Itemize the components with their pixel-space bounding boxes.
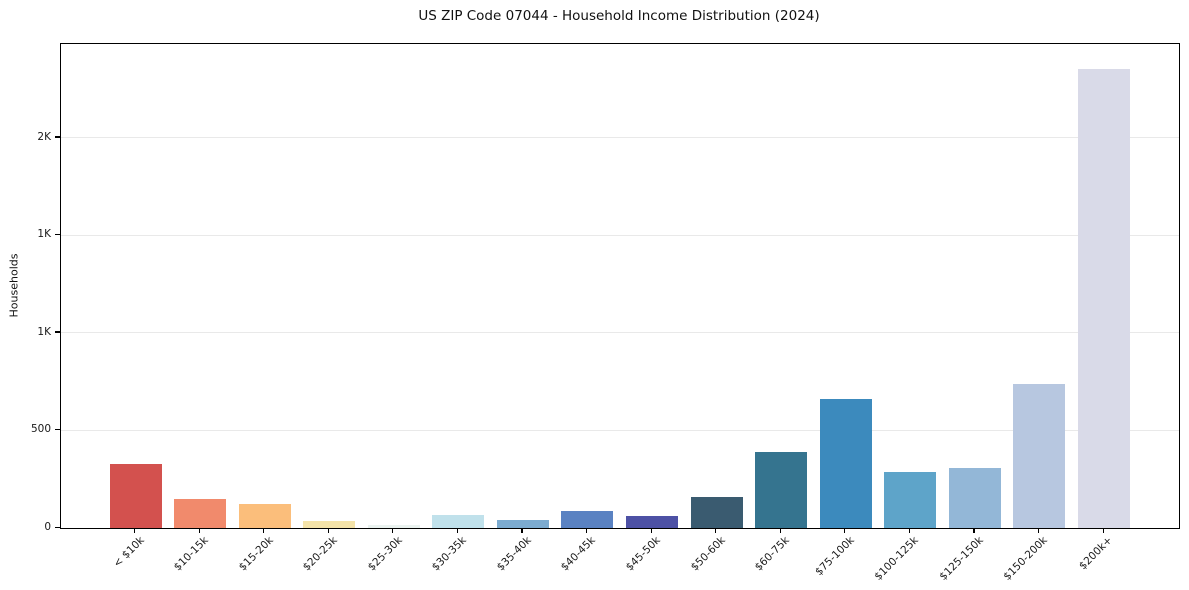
bar-10-15k — [174, 499, 227, 528]
gridline-y-1500 — [61, 234, 1179, 236]
x-tick-mark — [392, 528, 394, 533]
x-tick-mark — [715, 528, 717, 533]
y-tick-mark — [55, 526, 60, 528]
bar-200k — [1078, 69, 1131, 528]
x-tick-mark — [650, 528, 652, 533]
bar-60-75k — [755, 452, 808, 528]
gridline-y-500 — [61, 429, 1179, 431]
x-tick-mark — [198, 528, 200, 533]
x-tick-mark — [327, 528, 329, 533]
bar-10k — [109, 464, 162, 528]
chart-title: US ZIP Code 07044 - Household Income Dis… — [418, 8, 820, 24]
bar-150-200k — [1013, 384, 1066, 528]
x-tick-mark — [456, 528, 459, 533]
bar-15-20k — [238, 504, 291, 528]
bar-100-125k — [884, 472, 937, 528]
x-tick-mark — [779, 528, 781, 533]
gridline-y-1000 — [61, 332, 1179, 333]
bar-50-60k — [690, 497, 743, 528]
x-tick-mark — [844, 528, 846, 533]
y-tick-label: 500 — [30, 423, 51, 436]
x-tick-mark — [908, 528, 911, 533]
x-tick-mark — [1037, 528, 1040, 533]
bar-30-35k — [432, 515, 485, 528]
x-tick-mark — [585, 528, 588, 533]
bar-35-40k — [496, 520, 549, 528]
x-tick-mark — [973, 528, 975, 533]
y-axis-label: Households — [7, 253, 21, 318]
y-tick-label: 2K — [37, 130, 51, 143]
x-tick-mark — [521, 528, 523, 533]
y-tick-mark — [55, 136, 60, 138]
bar-40-45k — [561, 511, 614, 528]
bar-45-50k — [626, 516, 679, 528]
y-tick-label: 0 — [44, 521, 51, 533]
bar-25-30k — [367, 525, 420, 528]
plot-area — [60, 43, 1180, 529]
y-tick-mark — [55, 233, 60, 236]
x-tick-label: < $10k — [110, 534, 147, 570]
x-tick-mark — [134, 528, 136, 533]
y-tick-label: 1K — [37, 325, 51, 338]
x-tick-mark — [263, 528, 265, 533]
gridline-y-2000 — [61, 137, 1179, 138]
y-tick-mark — [55, 428, 60, 431]
bar-75-100k — [819, 399, 872, 528]
y-tick-label: 1K — [37, 228, 51, 241]
y-tick-mark — [55, 331, 60, 333]
bar-20-25k — [303, 521, 356, 528]
bar-125-150k — [948, 468, 1001, 528]
x-tick-mark — [1102, 528, 1104, 533]
